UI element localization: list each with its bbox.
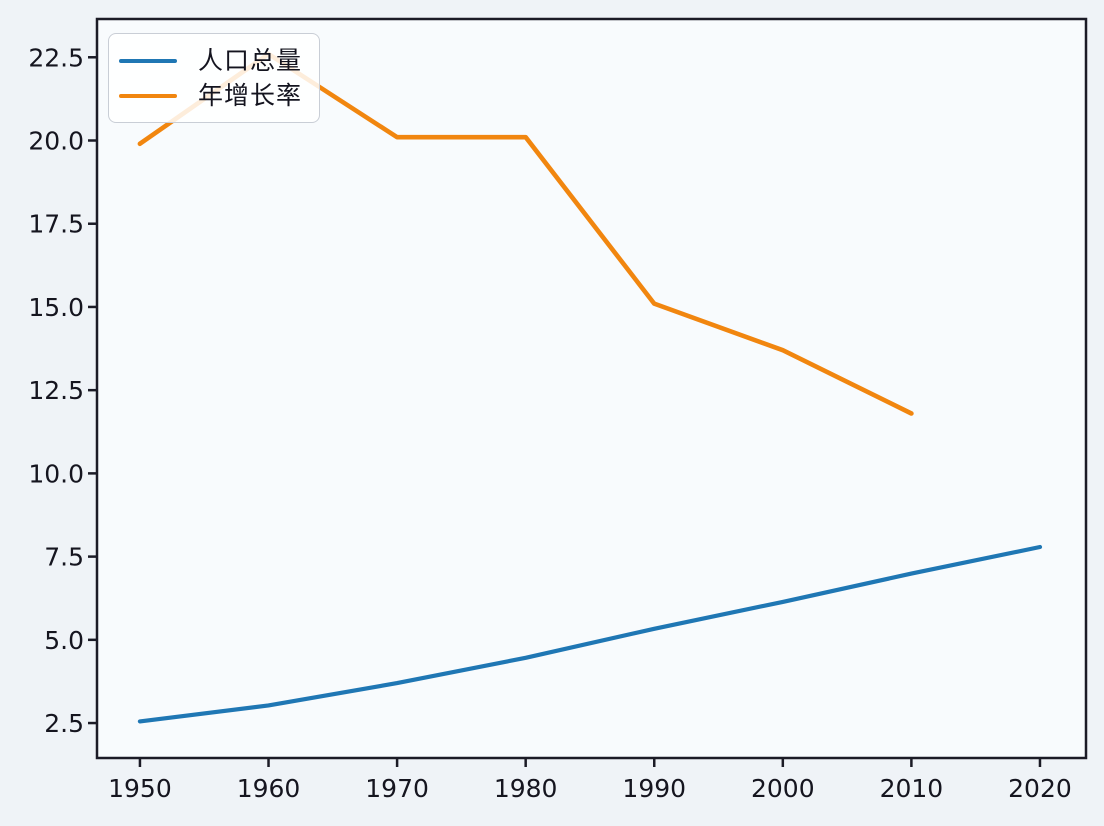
x-tick-label: 2000	[751, 774, 815, 803]
y-tick-label: 22.5	[28, 43, 84, 72]
y-tick-label: 7.5	[44, 543, 84, 572]
legend-label-population: 人口总量	[198, 46, 303, 75]
legend-item-growth-rate: 年增长率	[119, 83, 309, 108]
y-tick-label: 12.5	[28, 376, 84, 405]
y-tick-label: 20.0	[28, 127, 84, 156]
series-line-population	[137, 544, 1043, 724]
x-tick-label: 1950	[108, 774, 172, 803]
legend: 人口总量 年增长率	[108, 33, 320, 123]
legend-label-growth-rate: 年增长率	[198, 81, 303, 110]
y-tick-label: 5.0	[44, 626, 84, 655]
x-tick-label: 1960	[237, 774, 301, 803]
x-tick-label: 1970	[365, 774, 429, 803]
x-tick-label: 2010	[880, 774, 944, 803]
y-tick-label: 15.0	[28, 293, 84, 322]
legend-item-population: 人口总量	[119, 48, 309, 73]
y-tick-label: 2.5	[44, 709, 84, 738]
x-tick-label: 2020	[1008, 774, 1072, 803]
population-line-sample	[119, 58, 177, 63]
plot-area	[95, 17, 1088, 760]
x-tick-label: 1990	[622, 774, 686, 803]
y-tick-label: 17.5	[28, 210, 84, 239]
growth-rate-line-sample	[119, 93, 177, 98]
x-tick-label: 1980	[494, 774, 558, 803]
y-tick-label: 10.0	[28, 459, 84, 488]
